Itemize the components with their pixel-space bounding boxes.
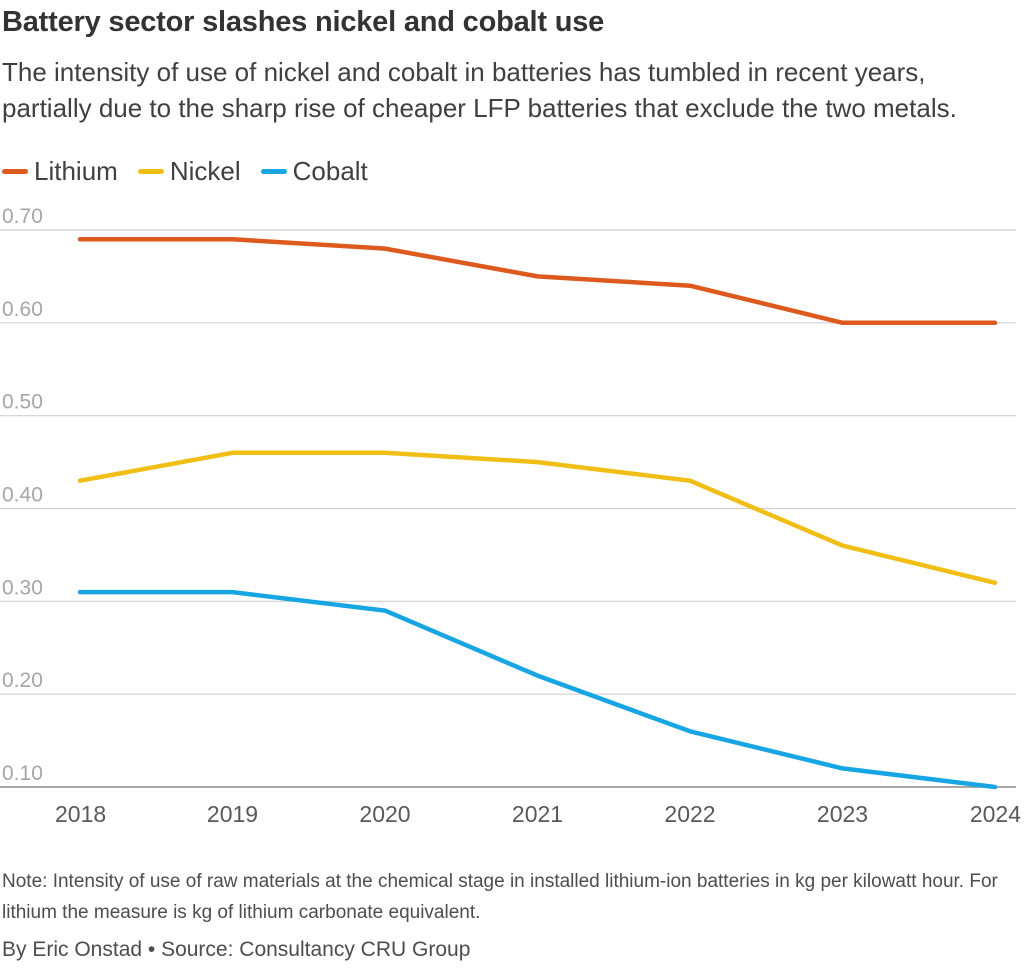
x-tick-label: 2018 [55,801,106,827]
chart-note: Note: Intensity of use of raw materials … [2,871,998,923]
y-tick-label: 0.50 [2,391,43,414]
chart-subtitle: The intensity of use of nickel and cobal… [2,57,957,123]
series-line-nickel [77,450,998,586]
byline-source: By Eric Onstad • Source: Consultancy CRU… [2,938,471,961]
legend-item-nickel: Nickel [137,156,241,187]
y-tick-label: 0.10 [2,762,43,785]
chart-title: Battery sector slashes nickel and cobalt… [2,6,605,38]
legend-swatch-lithium [2,169,28,174]
y-tick-label: 0.70 [2,205,43,228]
x-tick-label: 2021 [512,801,563,827]
x-tick-label: 2022 [664,801,715,827]
x-tick-label: 2023 [817,801,868,827]
y-tick-label: 0.30 [2,576,43,599]
series-line-cobalt [77,589,998,790]
legend-item-lithium: Lithium [2,156,118,187]
y-tick-label: 0.40 [2,484,43,507]
legend-swatch-cobalt [260,169,287,174]
x-tick-label: 2020 [359,801,410,827]
legend-item-cobalt: Cobalt [260,156,368,187]
y-tick-label: 0.60 [2,298,43,321]
legend-swatch-nickel [137,169,164,174]
legend-label-lithium: Lithium [34,156,118,186]
legend: Lithium Nickel Cobalt [2,156,388,187]
y-tick-label: 0.20 [2,669,43,692]
series-line-lithium [77,237,998,326]
legend-label-nickel: Nickel [169,156,241,186]
line-chart: 0.10 0.20 0.30 0.40 0.50 0.60 0.70 2018 2019 2020… [0,205,1021,827]
x-tick-label: 2019 [207,801,258,827]
legend-label-cobalt: Cobalt [292,156,368,186]
x-tick-label: 2024 [970,801,1021,827]
